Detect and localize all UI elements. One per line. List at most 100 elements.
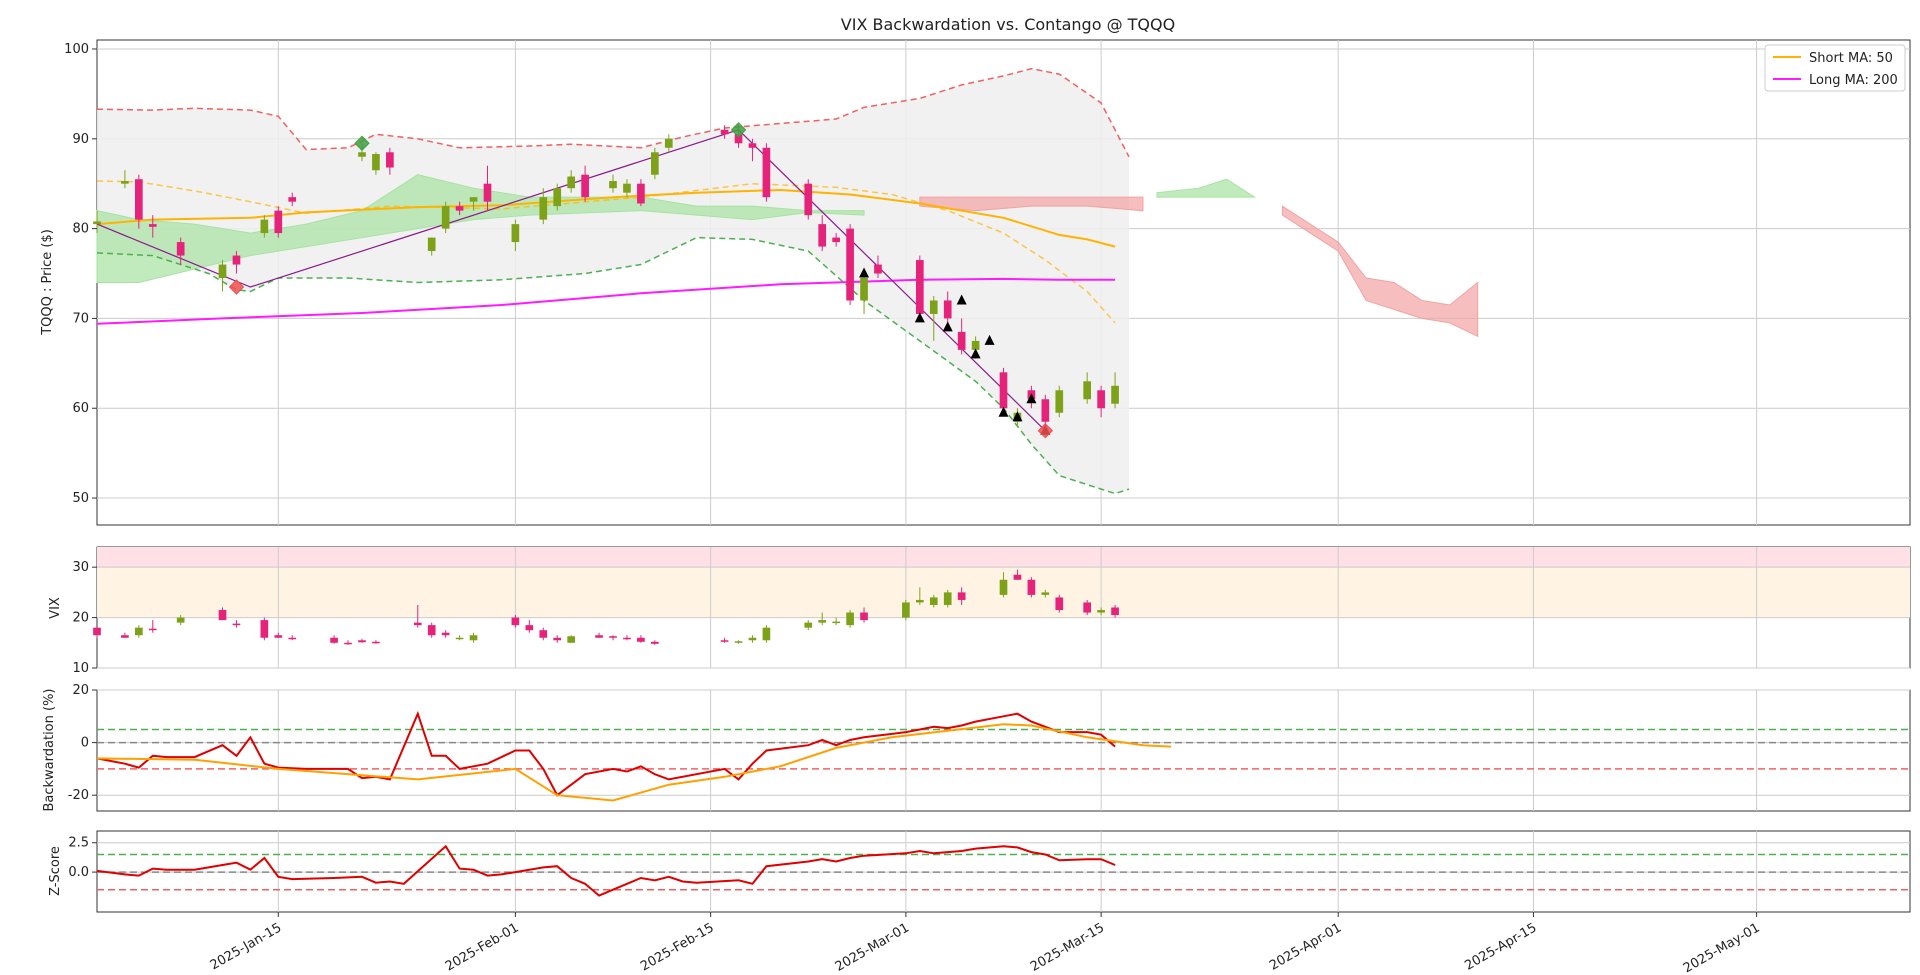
- y-tick-label-5: 100: [64, 42, 89, 57]
- y-tick-label-0: -20: [68, 788, 89, 803]
- y-tick-label-1: 20: [72, 611, 89, 626]
- pivot-high-diamond: [354, 135, 370, 151]
- vix-panel-yticks: 10 20 30: [72, 560, 97, 676]
- x-tick-label-5: 2025-Apr-01: [1267, 920, 1344, 973]
- zscore-ylabel: Z-Score: [48, 846, 63, 896]
- candle-body: [748, 637, 757, 641]
- short-ma-line: [96, 188, 1116, 248]
- lower-band-line: [96, 236, 1130, 495]
- candle-body: [93, 221, 101, 225]
- signal-triangle-marker: [1026, 393, 1037, 404]
- price-panel-yticks: 50 60 70 80 90 100: [64, 42, 97, 506]
- candle-body: [135, 179, 143, 220]
- x-tick-label-6: 2025-Apr-15: [1462, 920, 1539, 973]
- candle-body: [455, 206, 464, 211]
- candle-body: [1013, 574, 1022, 580]
- signal-triangle-marker: [859, 267, 870, 278]
- series-line-1: [96, 723, 1171, 802]
- legend-label-long-ma: Long MA: 200: [1809, 73, 1898, 88]
- candle-body: [148, 224, 157, 227]
- candle-body: [957, 592, 966, 600]
- candle-body: [1041, 399, 1050, 422]
- bollinger-band-fill: [97, 68, 1130, 494]
- candle-body: [915, 599, 924, 603]
- candle-body: [581, 174, 589, 198]
- candle-body: [804, 183, 813, 216]
- y-tick-label-0: 0.0: [68, 865, 89, 880]
- vix-panel-grid: [97, 547, 1910, 669]
- candle-body: [860, 278, 868, 301]
- signal-triangle-marker: [1012, 411, 1023, 422]
- candle-body: [218, 610, 227, 621]
- y-tick-label-0: 50: [72, 491, 89, 506]
- backwardation-panel-lines: [96, 710, 1171, 802]
- candle-body: [874, 264, 882, 274]
- ichimoku-cloud-bullish-1: [1156, 178, 1257, 198]
- candle-body: [651, 152, 659, 175]
- candle-body: [609, 636, 617, 638]
- candle-body: [609, 181, 617, 189]
- candle-body: [1055, 597, 1064, 611]
- risk-zone-0: [97, 547, 1910, 568]
- x-tick-label-4: 2025-Mar-15: [1028, 920, 1107, 974]
- chart-legend: Short MA: 50 Long MA: 200: [1764, 44, 1906, 92]
- candle-body: [734, 134, 743, 144]
- signal-triangle-marker: [984, 334, 995, 345]
- y-tick-label-1: 2.5: [68, 836, 89, 851]
- candle-body: [929, 300, 938, 314]
- candle-body: [1083, 602, 1092, 613]
- upper-band-line: [96, 67, 1130, 158]
- vix-panel: 10 20 30 VIX: [48, 546, 1911, 676]
- candle-body: [260, 219, 269, 234]
- candle-body: [915, 260, 924, 314]
- candle-body: [957, 331, 966, 350]
- zscore-panel: 0.0 2.5 Z-Score: [48, 830, 1911, 913]
- candle-body: [288, 197, 297, 202]
- backwardation-panel-yticks: -20 0 20: [68, 683, 97, 803]
- y-tick-label-4: 90: [72, 132, 89, 147]
- y-tick-label-0: 10: [72, 661, 89, 676]
- ichimoku-cloud-bullish-0: [96, 174, 865, 283]
- candle-body: [176, 242, 185, 256]
- x-tick-label-0: 2025-Jan-15: [208, 920, 285, 973]
- candle-body: [929, 597, 938, 605]
- candle-body: [232, 623, 241, 626]
- x-tick-label-3: 2025-Mar-01: [833, 920, 912, 974]
- x-tick-label-1: 2025-Feb-01: [443, 920, 522, 974]
- candle-body: [1097, 610, 1105, 613]
- backwardation-ylabel: Backwardation (%): [42, 688, 57, 811]
- candle-body: [664, 138, 673, 148]
- zscore-panel-lines: [96, 844, 1116, 897]
- candle-body: [762, 147, 771, 198]
- candle-body: [511, 224, 520, 243]
- candle-body: [623, 637, 631, 640]
- candle-body: [637, 183, 645, 204]
- x-axis: 2025-Jan-15 2025-Feb-01 2025-Feb-15 2025-Ma…: [208, 912, 1763, 975]
- candle-body: [971, 340, 980, 350]
- chart-title: VIX Backwardation vs. Contango @ TQQQ: [841, 15, 1175, 34]
- candle-body: [427, 237, 436, 252]
- candle-body: [386, 152, 394, 168]
- candle-body: [469, 635, 478, 641]
- candle-body: [832, 237, 840, 243]
- candle-body: [121, 635, 129, 638]
- candle-body: [539, 197, 548, 220]
- ichimoku-cloud-bearish-1: [1281, 205, 1479, 338]
- candle-body: [1111, 385, 1119, 404]
- candle-body: [637, 637, 645, 642]
- candle-body: [999, 579, 1008, 595]
- candle-body: [260, 620, 269, 638]
- candle-body: [720, 129, 729, 135]
- candle-body: [358, 152, 366, 157]
- zscore-panel-hlines: [97, 853, 1910, 891]
- vix-ylabel: VIX: [48, 597, 63, 619]
- x-tick-label-7: 2025-May-01: [1681, 920, 1763, 975]
- candle-body: [832, 621, 840, 624]
- price-panel-overlays: [96, 67, 1479, 495]
- y-tick-label-1: 60: [72, 401, 89, 416]
- candle-body: [455, 637, 464, 640]
- candle-body: [846, 228, 854, 301]
- candle-body: [748, 143, 757, 148]
- long-ma-line: [96, 277, 1116, 325]
